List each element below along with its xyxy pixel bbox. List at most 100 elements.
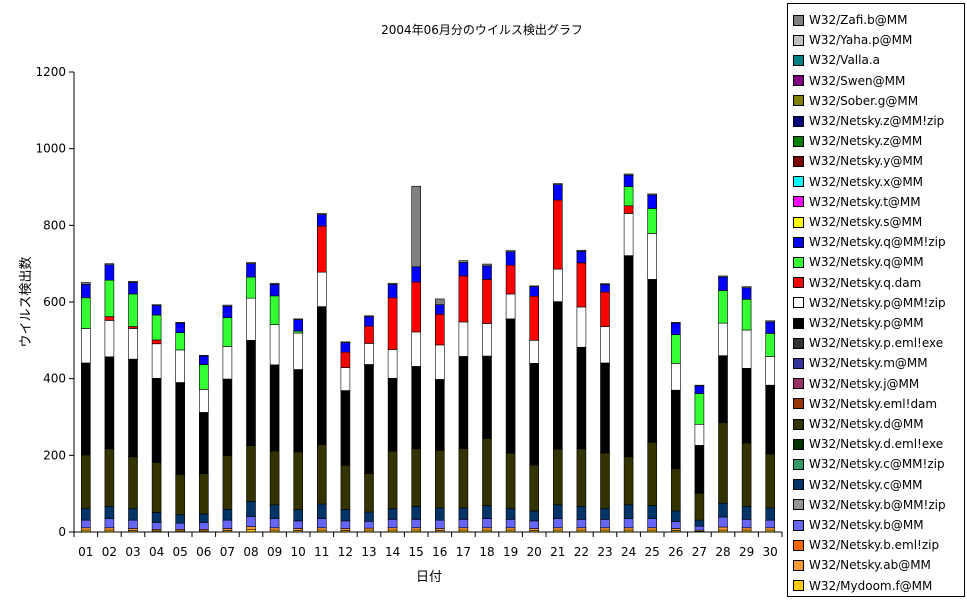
x-tick-label: 11 [314, 545, 329, 559]
legend-item: W32/Netsky.c@MM!zip [793, 454, 945, 474]
bar-segment-day-04-series-8 [151, 314, 162, 341]
bar-segment-day-28-series-8 [718, 290, 728, 324]
y-tick-label: 1000 [35, 142, 66, 156]
legend-item: W32/Zafi.b@MM [793, 10, 907, 30]
bar-segment-day-15-series-3 [411, 506, 422, 520]
bar-segment-day-29-series-5 [741, 368, 752, 444]
bar-segment-day-21-series-9 [552, 184, 563, 201]
x-tick-label: 18 [479, 545, 494, 559]
bar-segment-day-11-series-9 [316, 214, 327, 227]
y-tick-label: 800 [43, 218, 66, 232]
bar-segment-day-06-series-9 [199, 355, 209, 365]
legend-item: W32/Netsky.s@MM [793, 212, 922, 232]
bar-segment-day-25-series-6 [647, 233, 658, 280]
bar-segment-day-11-series-2 [316, 518, 327, 529]
x-axis-label: 日付 [416, 570, 442, 585]
bar-segment-day-05-series-10 [175, 322, 185, 324]
legend-swatch [793, 135, 804, 147]
bar-segment-day-20-series-5 [529, 363, 540, 466]
legend-item: W32/Netsky.d@MM [793, 414, 924, 434]
bar-segment-day-03-series-3 [128, 508, 138, 521]
y-tick-label: 600 [43, 295, 66, 309]
bar-segment-day-22-series-10 [576, 249, 587, 252]
bar-segment-day-08-series-6 [246, 297, 256, 341]
bar-segment-day-15-series-4 [411, 448, 422, 507]
bar-segment-day-19-series-1 [505, 527, 516, 531]
bar-segment-day-24-series-2 [623, 518, 634, 529]
bar-segment-day-30-series-3 [765, 507, 776, 521]
bar-segment-day-18-series-1 [482, 527, 492, 531]
bar-segment-day-01-series-5 [81, 362, 91, 456]
legend-label: W32/Netsky.ab@MM [809, 558, 931, 573]
bar-segment-day-12-series-6 [340, 367, 351, 391]
bar-segment-day-21-series-2 [552, 518, 563, 529]
bar-segment-day-23-series-1 [600, 527, 610, 531]
x-tick-label: 02 [102, 545, 117, 559]
bar-segment-day-19-series-7 [505, 264, 516, 295]
bar-segment-day-15-series-5 [411, 366, 422, 450]
bar-segment-day-01-series-4 [81, 454, 91, 509]
bar-segment-day-23-series-9 [600, 284, 610, 293]
bar-segment-day-19-series-6 [505, 293, 516, 320]
bar-segment-day-23-series-6 [600, 326, 610, 364]
legend-label: W32/Netsky.c@MM [809, 477, 923, 492]
bar-segment-day-12-series-4 [340, 464, 351, 510]
bar-segment-day-02-series-1 [104, 527, 115, 531]
bar-segment-day-28-series-9 [718, 276, 728, 291]
bar-segment-day-22-series-4 [576, 448, 587, 507]
bar-segment-day-02-series-4 [104, 448, 115, 507]
bar-segment-day-24-series-7 [623, 205, 634, 214]
bar-segment-day-20-series-9 [529, 286, 540, 297]
bar-segment-day-27-series-5 [694, 445, 705, 494]
bar-segment-day-16-series-3 [434, 507, 445, 521]
bar-segment-day-03-series-10 [128, 280, 138, 283]
bar-segment-day-13-series-6 [364, 343, 374, 365]
bar-segment-day-26-series-2 [670, 521, 681, 529]
bar-segment-day-07-series-2 [222, 519, 233, 529]
legend-swatch [793, 499, 804, 511]
bar-segment-day-14-series-5 [387, 377, 398, 452]
bar-segment-day-30-series-10 [765, 320, 776, 323]
legend-label: W32/Netsky.t@MM [809, 194, 921, 209]
bar-segment-day-28-series-10 [718, 275, 728, 278]
legend-label: W32/Netsky.d@MM [809, 417, 924, 431]
legend-swatch [793, 438, 804, 450]
x-tick-label: 20 [527, 545, 542, 559]
bar-segment-day-09-series-4 [269, 450, 280, 506]
legend-label: W32/Netsky.z@MM [809, 134, 923, 149]
legend-label: W32/Netsky.c@MM!zip [809, 457, 945, 472]
bar-segment-day-15-series-2 [411, 519, 422, 529]
x-tick-label: 17 [456, 545, 471, 559]
bar-segment-day-22-series-2 [576, 519, 587, 529]
legend: W32/Zafi.b@MM W32/Yaha.p@MM W32/Valla.a W32… [787, 3, 965, 597]
bar-segment-day-03-series-5 [128, 358, 138, 458]
bar-segment-day-30-series-4 [765, 453, 776, 509]
x-tick-label: 10 [291, 545, 306, 559]
bar-segment-day-28-series-3 [718, 502, 728, 518]
legend-swatch [793, 54, 804, 66]
bar-segment-day-29-series-10 [741, 286, 752, 289]
legend-label: W32/Netsky.d.eml!exe [809, 437, 944, 452]
bar-segment-day-22-series-5 [576, 346, 587, 450]
bar-segment-day-23-series-4 [600, 452, 610, 509]
bar-segment-day-24-series-8 [623, 186, 634, 207]
bar-segment-day-14-series-10 [387, 282, 398, 285]
bar-segment-day-24-series-9 [623, 174, 634, 187]
bar-segment-day-09-series-5 [269, 364, 280, 452]
x-tick-label: 01 [78, 545, 93, 559]
bar-segment-day-16-series-4 [434, 450, 445, 509]
legend-label: W32/Netsky.s@MM [809, 215, 923, 229]
x-tick-label: 29 [739, 545, 754, 559]
legend-label: W32/Yaha.p@MM [809, 33, 913, 48]
bar-segment-day-10-series-3 [293, 509, 304, 522]
y-axis-label: ウイルス検出数 [19, 256, 34, 347]
bar-segment-day-08-series-4 [246, 445, 256, 502]
bar-segment-day-12-series-10 [340, 341, 351, 343]
legend-label: W32/Sober.g@MM [809, 93, 919, 108]
bar-segment-day-05-series-8 [175, 332, 185, 351]
bar-segment-day-01-series-9 [81, 284, 91, 299]
bar-segment-day-26-series-10 [670, 322, 681, 324]
bar-segment-day-02-series-5 [104, 356, 115, 450]
bar-segment-day-30-series-5 [765, 384, 776, 455]
x-tick-label: 06 [196, 545, 211, 559]
